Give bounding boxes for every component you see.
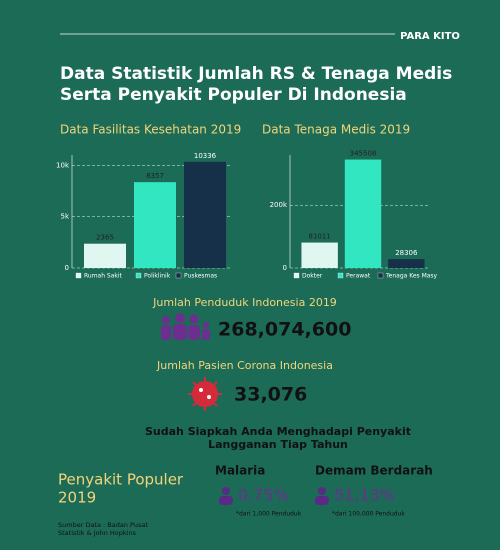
y-tick-label: 5k <box>60 213 69 221</box>
person-icon <box>315 487 329 505</box>
legend-label: Dokter <box>302 273 323 280</box>
legend-swatch <box>135 272 142 279</box>
value-label: 10336 <box>194 152 217 160</box>
person-icon <box>219 487 233 505</box>
value-label: 81011 <box>309 233 331 241</box>
corona-label: Jumlah Pasien Corona Indonesia <box>156 359 333 372</box>
corona-value: 33,076 <box>234 384 307 406</box>
bar <box>134 182 176 268</box>
disease-name: Demam Berdarah <box>315 464 433 478</box>
disease-value: 0,75% <box>238 486 289 505</box>
disease-note: *dari 100,000 Penduduk <box>332 511 405 518</box>
people-icon <box>161 313 210 340</box>
legend-swatch <box>75 272 82 279</box>
virus-icon <box>188 377 222 411</box>
chart-title: Data Tenaga Medis 2019 <box>262 123 410 137</box>
bar <box>344 159 382 268</box>
diseases-title: Penyakit Populer <box>58 471 184 489</box>
title-line: Data Statistik Jumlah RS & Tenaga Medis <box>60 64 452 84</box>
population-label: Jumlah Penduduk Indonesia 2019 <box>152 296 337 309</box>
legend-swatch <box>175 272 182 279</box>
diseases-title: 2019 <box>58 489 96 507</box>
legend-swatch <box>337 272 344 279</box>
legend-label: Poliklinik <box>144 273 171 280</box>
brand: PARA KITO <box>400 31 460 42</box>
disease-name: Malaria <box>215 464 265 478</box>
value-label: 28306 <box>395 249 418 257</box>
legend-swatch <box>377 272 384 279</box>
bar <box>301 242 338 268</box>
question: Sudah Siapkah Anda Menghadapi Penyakit <box>145 425 411 438</box>
legend-label: Rumah Sakit <box>84 273 123 280</box>
value-label: 2365 <box>96 234 114 242</box>
y-tick-label: 0 <box>65 264 69 272</box>
chart-title: Data Fasilitas Kesehatan 2019 <box>60 123 241 137</box>
legend-label: Perawat <box>346 273 371 280</box>
y-tick-label: 200k <box>270 201 288 209</box>
legend-label: Tenaga Kes Masy <box>385 273 438 280</box>
question: Langganan Tiap Tahun <box>208 438 348 451</box>
disease-value: 51,13% <box>334 486 395 505</box>
source: Statistik & John Hopkins <box>58 529 137 537</box>
y-tick-label: 10k <box>56 161 70 169</box>
disease-note: *dari 1,000 Penduduk <box>236 511 302 518</box>
bar <box>84 243 126 268</box>
bar <box>184 161 226 268</box>
y-tick-label: 0 <box>283 264 287 272</box>
legend-swatch <box>293 272 300 279</box>
source: Sumber Data : Badan Pusat <box>58 521 148 529</box>
population-value: 268,074,600 <box>218 319 351 341</box>
charts: 0 5k 10k 2365 Rumah Sakit 8357 Poliklinik 10336… <box>56 150 438 280</box>
title-line: Serta Penyakit Populer Di Indonesia <box>60 85 407 105</box>
value-label: 345508 <box>350 150 377 158</box>
bar <box>388 259 425 268</box>
legend-label: Puskesmas <box>184 273 217 280</box>
value-label: 8357 <box>146 172 164 180</box>
